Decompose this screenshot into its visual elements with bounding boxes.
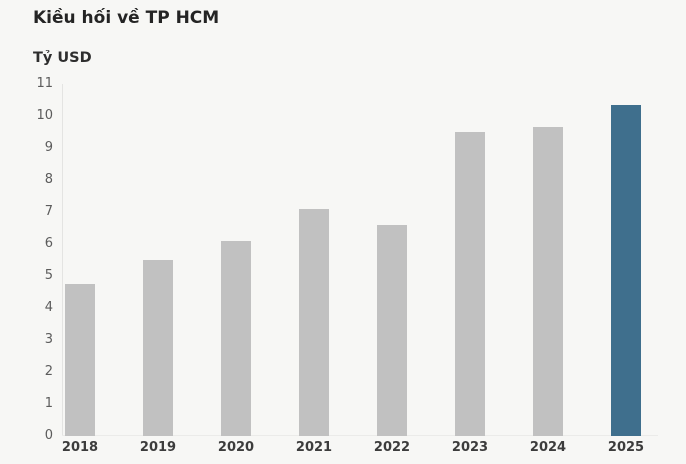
bar-2021: [299, 209, 329, 436]
y-tick-label-1: 1: [44, 396, 53, 411]
y-axis-line: [62, 84, 63, 436]
bar-2019: [143, 260, 173, 436]
bar-2022: [377, 225, 407, 436]
x-tick-label-2018: 2018: [61, 440, 99, 455]
y-tick-label-7: 7: [44, 204, 53, 219]
chart-title: Kiều hối về TP HCM: [33, 8, 220, 28]
x-tick-label-2025: 2025: [607, 440, 645, 455]
x-tick-label-2020: 2020: [217, 440, 255, 455]
y-tick-label-4: 4: [44, 300, 53, 315]
bar-2023: [455, 132, 485, 436]
x-tick-label-2022: 2022: [373, 440, 411, 455]
x-tick-label-2024: 2024: [529, 440, 567, 455]
bar-2024: [533, 127, 563, 436]
bar-2020: [221, 241, 251, 436]
x-axis-baseline: [62, 435, 658, 436]
y-tick-label-0: 0: [44, 428, 53, 443]
bar-2018: [65, 284, 95, 436]
y-axis-unit-label: Tỷ USD: [33, 50, 92, 66]
y-tick-label-3: 3: [44, 332, 53, 347]
y-tick-label-8: 8: [44, 172, 53, 187]
bar-2025: [611, 105, 641, 436]
x-tick-label-2023: 2023: [451, 440, 489, 455]
y-tick-label-11: 11: [36, 76, 53, 91]
y-tick-label-10: 10: [36, 108, 53, 123]
y-tick-label-2: 2: [44, 364, 53, 379]
x-tick-label-2021: 2021: [295, 440, 333, 455]
y-tick-label-6: 6: [44, 236, 53, 251]
x-tick-label-2019: 2019: [139, 440, 177, 455]
y-tick-label-9: 9: [44, 140, 53, 155]
y-tick-label-5: 5: [44, 268, 53, 283]
